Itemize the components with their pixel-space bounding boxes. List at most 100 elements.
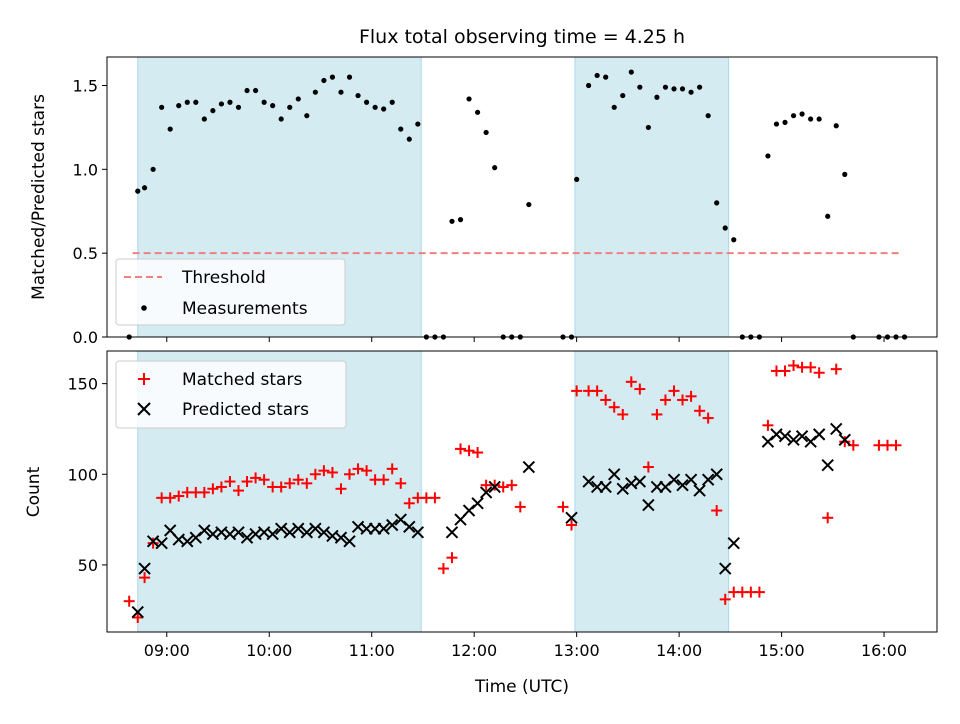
predicted-stars-point [684, 473, 698, 486]
predicted-stars-point [300, 526, 314, 539]
matched-stars-point [344, 468, 356, 480]
measurement-point [193, 99, 199, 105]
matched-stars-point [455, 443, 467, 455]
matched-stars-point [634, 383, 646, 395]
top-panel: 0.0 0.5 1.0 1.5 Matched/Predicted stars Thr… [29, 56, 938, 347]
matched-stars-point [233, 485, 245, 497]
measurement-point [816, 116, 822, 122]
matched-stars-point [437, 563, 449, 575]
predicted-stars-point [599, 480, 612, 494]
predicted-stars-point [283, 526, 296, 539]
measurement-point [415, 121, 421, 127]
matched-stars-point [677, 394, 689, 406]
matched-stars-point [557, 501, 569, 513]
matched-stars-point [132, 611, 144, 623]
predicted-stars-point [385, 518, 399, 532]
matched-stars-point [215, 481, 227, 493]
predicted-stars-point [676, 478, 689, 492]
matched-stars-point [651, 408, 663, 420]
matched-stars-point [489, 479, 501, 491]
matched-stars-point [659, 394, 671, 406]
predicted-stars-point [343, 535, 356, 548]
bottom-legend-box [115, 360, 347, 429]
measurement-point [159, 104, 165, 110]
predicted-stars-point [608, 468, 621, 481]
legend-matched-swatch [138, 373, 150, 385]
bottom-y-axis-label: Count [24, 466, 44, 517]
predicted-stars-point [479, 486, 493, 499]
measurement-point [329, 74, 336, 80]
matched-stars-point [395, 477, 407, 489]
measurement-point [278, 116, 284, 122]
measurement-point [799, 111, 805, 117]
measurement-point [662, 84, 669, 90]
x-tick-label: 16:00 [861, 641, 907, 660]
predicted-stars-point [240, 531, 254, 544]
measurement-point [321, 77, 327, 84]
predicted-stars-point [488, 480, 501, 494]
measurement-point [492, 165, 498, 171]
matched-stars-point [702, 412, 714, 424]
measurement-point [135, 188, 141, 194]
x-tick-label: 12:00 [451, 641, 497, 660]
matched-stars-point [839, 436, 851, 448]
matched-stars-point [805, 361, 817, 373]
measurement-point [389, 99, 395, 105]
measurement-point [227, 99, 233, 105]
predicted-stars-point [667, 473, 681, 486]
measurement-point [620, 92, 626, 99]
x-tick-label: 11:00 [349, 641, 395, 660]
measurement-point [697, 84, 703, 90]
matched-stars-point [361, 465, 373, 477]
matched-stars-point [292, 474, 304, 486]
legend-predicted-swatch [137, 402, 151, 416]
predicted-stars-point [138, 562, 151, 575]
matched-stars-point [463, 445, 475, 457]
matched-stars-point [429, 492, 441, 504]
measurement-point [406, 136, 412, 142]
predicted-stars-point [445, 526, 459, 539]
measurement-point [637, 84, 643, 90]
predicted-stars-point [616, 482, 629, 495]
measurement-point [654, 94, 660, 100]
measurement-point [586, 82, 592, 89]
matched-stars-point [164, 492, 176, 504]
legend-predicted-label: Predicted stars [182, 400, 309, 420]
matched-stars-point [123, 595, 135, 607]
predicted-stars-point [274, 522, 288, 535]
matched-stars-point [608, 401, 620, 413]
predicted-stars-point [411, 526, 425, 539]
top-y-tick-label: 0.5 [73, 244, 98, 263]
measurement-point [722, 225, 728, 231]
measurement-point [270, 103, 276, 109]
predicted-stars-point [582, 475, 595, 488]
bottom-y-tick-label: 100 [67, 465, 98, 484]
predicted-stars-point [812, 428, 826, 441]
predicted-stars-point [821, 459, 834, 472]
measurement-point [346, 74, 353, 80]
bottom-y-tick-label: 50 [78, 556, 98, 575]
measurement-point [372, 104, 378, 110]
matched-stars-point [822, 512, 834, 524]
matched-stars-point [403, 497, 415, 509]
predicted-stars-point [830, 422, 843, 436]
measurement-point [705, 113, 711, 119]
predicted-stars-point [309, 522, 322, 535]
matched-stars-point [762, 419, 774, 431]
measurement-point [611, 104, 617, 110]
matched-stars-point [472, 447, 484, 459]
measurement-point [235, 104, 242, 110]
matched-stars-point [566, 519, 578, 531]
legend-threshold-label: Threshold [181, 268, 266, 288]
measurement-point [526, 201, 532, 208]
matched-stars-point [591, 385, 603, 397]
predicted-stars-point [377, 522, 390, 535]
matched-stars-point [753, 586, 765, 598]
top-y-axis-label: Matched/Predicted stars [29, 94, 49, 300]
matched-stars-point [258, 474, 270, 486]
matched-stars-point [326, 466, 338, 478]
matched-stars-point [617, 408, 629, 420]
predicted-stars-point [317, 526, 331, 539]
measurement-point [782, 119, 788, 125]
x-tick-label: 10:00 [246, 641, 292, 660]
